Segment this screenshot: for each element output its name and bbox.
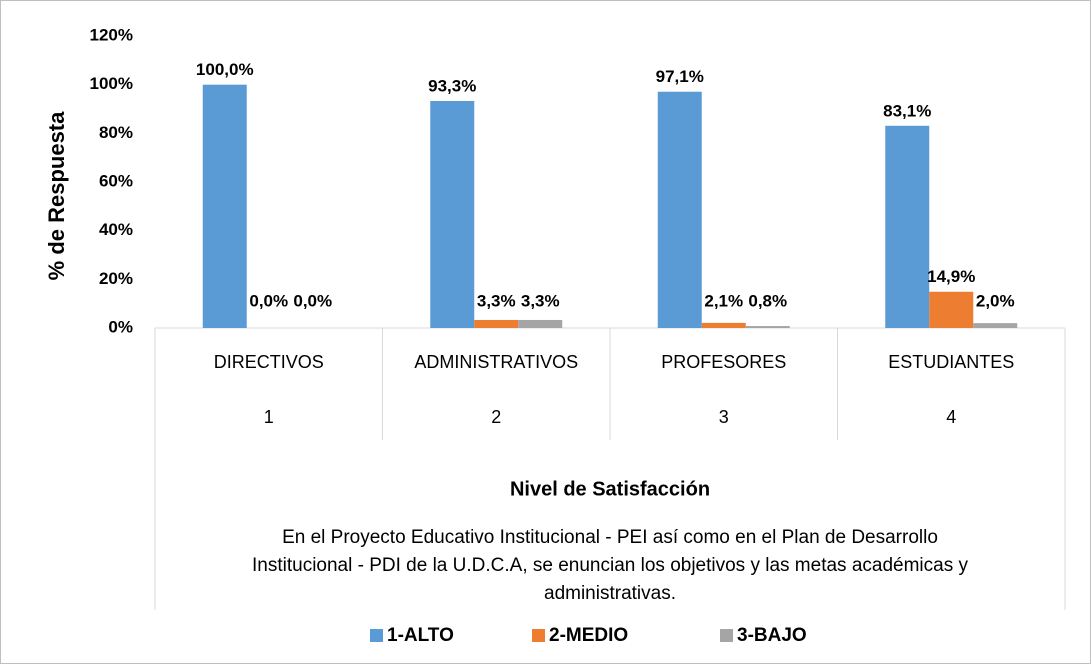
bar (973, 323, 1018, 328)
legend-label: 1-ALTO (387, 625, 454, 646)
legend-swatch (532, 629, 545, 642)
x-tick-number: 4 (946, 407, 956, 427)
x-tick-number: 3 (719, 407, 729, 427)
y-axis-label: % de Respuesta (44, 111, 69, 280)
data-label: 2,1% (704, 291, 743, 310)
bar (474, 319, 519, 328)
bar (701, 322, 746, 328)
data-label: 2,0% (976, 291, 1015, 310)
legend-swatch (720, 629, 733, 642)
legend-label: 3-BAJO (737, 625, 807, 646)
x-tick-label: PROFESORES (661, 352, 786, 372)
y-tick-label: 20% (99, 269, 133, 288)
data-label: 93,3% (428, 76, 476, 95)
data-label: 14,9% (927, 267, 975, 286)
x-axis-label: Nivel de Satisfacción (510, 478, 710, 500)
bar (745, 326, 790, 328)
x-tick-label: ESTUDIANTES (888, 352, 1014, 372)
data-label: 0,0% (293, 291, 332, 310)
data-label: 0,8% (748, 291, 787, 310)
x-tick-label: ADMINISTRATIVOS (414, 352, 578, 372)
bar (518, 319, 563, 328)
data-label: 83,1% (883, 101, 931, 120)
y-tick-label: 100% (90, 74, 133, 93)
y-tick-label: 0% (108, 317, 133, 336)
legend-label: 2-MEDIO (549, 625, 628, 646)
x-tick-number: 1 (264, 407, 274, 427)
data-label: 100,0% (196, 60, 254, 79)
x-tick-label: DIRECTIVOS (214, 352, 324, 372)
x-tick-number: 2 (491, 407, 501, 427)
bar (885, 125, 930, 328)
bar (202, 84, 247, 329)
data-label: 0,0% (249, 291, 288, 310)
bar (657, 91, 702, 329)
note-line: Institucional - PDI de la U.D.C.A, se en… (252, 555, 968, 576)
bar (430, 100, 475, 328)
y-tick-label: 40% (99, 220, 133, 239)
legend-swatch (370, 629, 383, 642)
data-label: 3,3% (521, 291, 560, 310)
data-label: 3,3% (477, 291, 516, 310)
y-tick-label: 80% (99, 123, 133, 142)
y-tick-label: 120% (90, 25, 133, 44)
y-tick-label: 60% (99, 171, 133, 190)
note-line: administrativas. (544, 583, 676, 604)
note-line: En el Proyecto Educativo Institucional -… (282, 527, 938, 548)
bar (929, 291, 974, 328)
data-label: 97,1% (656, 67, 704, 86)
